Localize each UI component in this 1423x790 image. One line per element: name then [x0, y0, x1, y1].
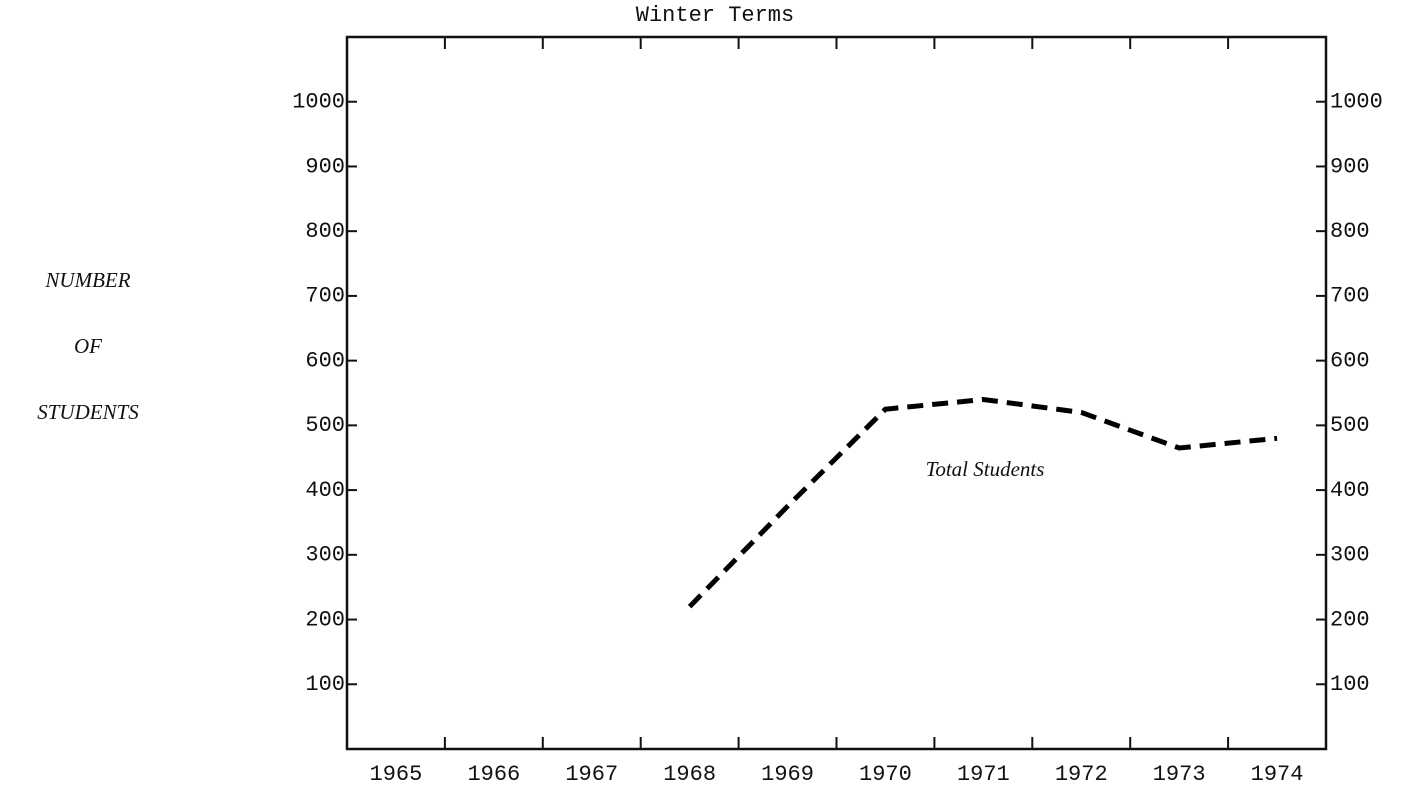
x-tick-label: 1972 [1055, 762, 1108, 787]
x-tick-label: 1970 [859, 762, 912, 787]
y-tick-label: 900 [305, 154, 345, 179]
x-tick-label: 1969 [761, 762, 814, 787]
x-tick-label: 1973 [1153, 762, 1206, 787]
y2-tick-label: 500 [1330, 413, 1370, 438]
y-tick-label: 700 [305, 284, 345, 309]
y-tick-label: 300 [305, 543, 345, 568]
x-tick-label: 1974 [1251, 762, 1304, 787]
y-tick-label: 1000 [292, 90, 345, 115]
chart-title: Winter Terms [636, 3, 794, 28]
x-tick-label: 1965 [370, 762, 423, 787]
y2-tick-label: 600 [1330, 348, 1370, 373]
y2-tick-label: 900 [1330, 154, 1370, 179]
y-tick-label: 600 [305, 348, 345, 373]
x-tick-label: 1968 [663, 762, 716, 787]
y2-tick-label: 100 [1330, 672, 1370, 697]
x-tick-label: 1971 [957, 762, 1010, 787]
y-axis-label: NUMBER [44, 268, 130, 292]
y-axis-label: STUDENTS [37, 400, 139, 424]
y2-tick-label: 800 [1330, 219, 1370, 244]
y2-tick-label: 300 [1330, 543, 1370, 568]
x-tick-label: 1967 [565, 762, 618, 787]
y-tick-label: 500 [305, 413, 345, 438]
annotation: Total Students [926, 457, 1045, 481]
y2-tick-label: 700 [1330, 284, 1370, 309]
y2-tick-label: 200 [1330, 607, 1370, 632]
plot-frame [345, 35, 1328, 751]
y2-tick-label: 400 [1330, 478, 1370, 503]
series-line [687, 396, 1278, 609]
y-tick-label: 400 [305, 478, 345, 503]
y2-tick-label: 1000 [1330, 90, 1383, 115]
y-tick-label: 200 [305, 607, 345, 632]
y-tick-label: 800 [305, 219, 345, 244]
y-axis-label: OF [74, 334, 102, 358]
x-tick-label: 1966 [467, 762, 520, 787]
y-tick-label: 100 [305, 672, 345, 697]
